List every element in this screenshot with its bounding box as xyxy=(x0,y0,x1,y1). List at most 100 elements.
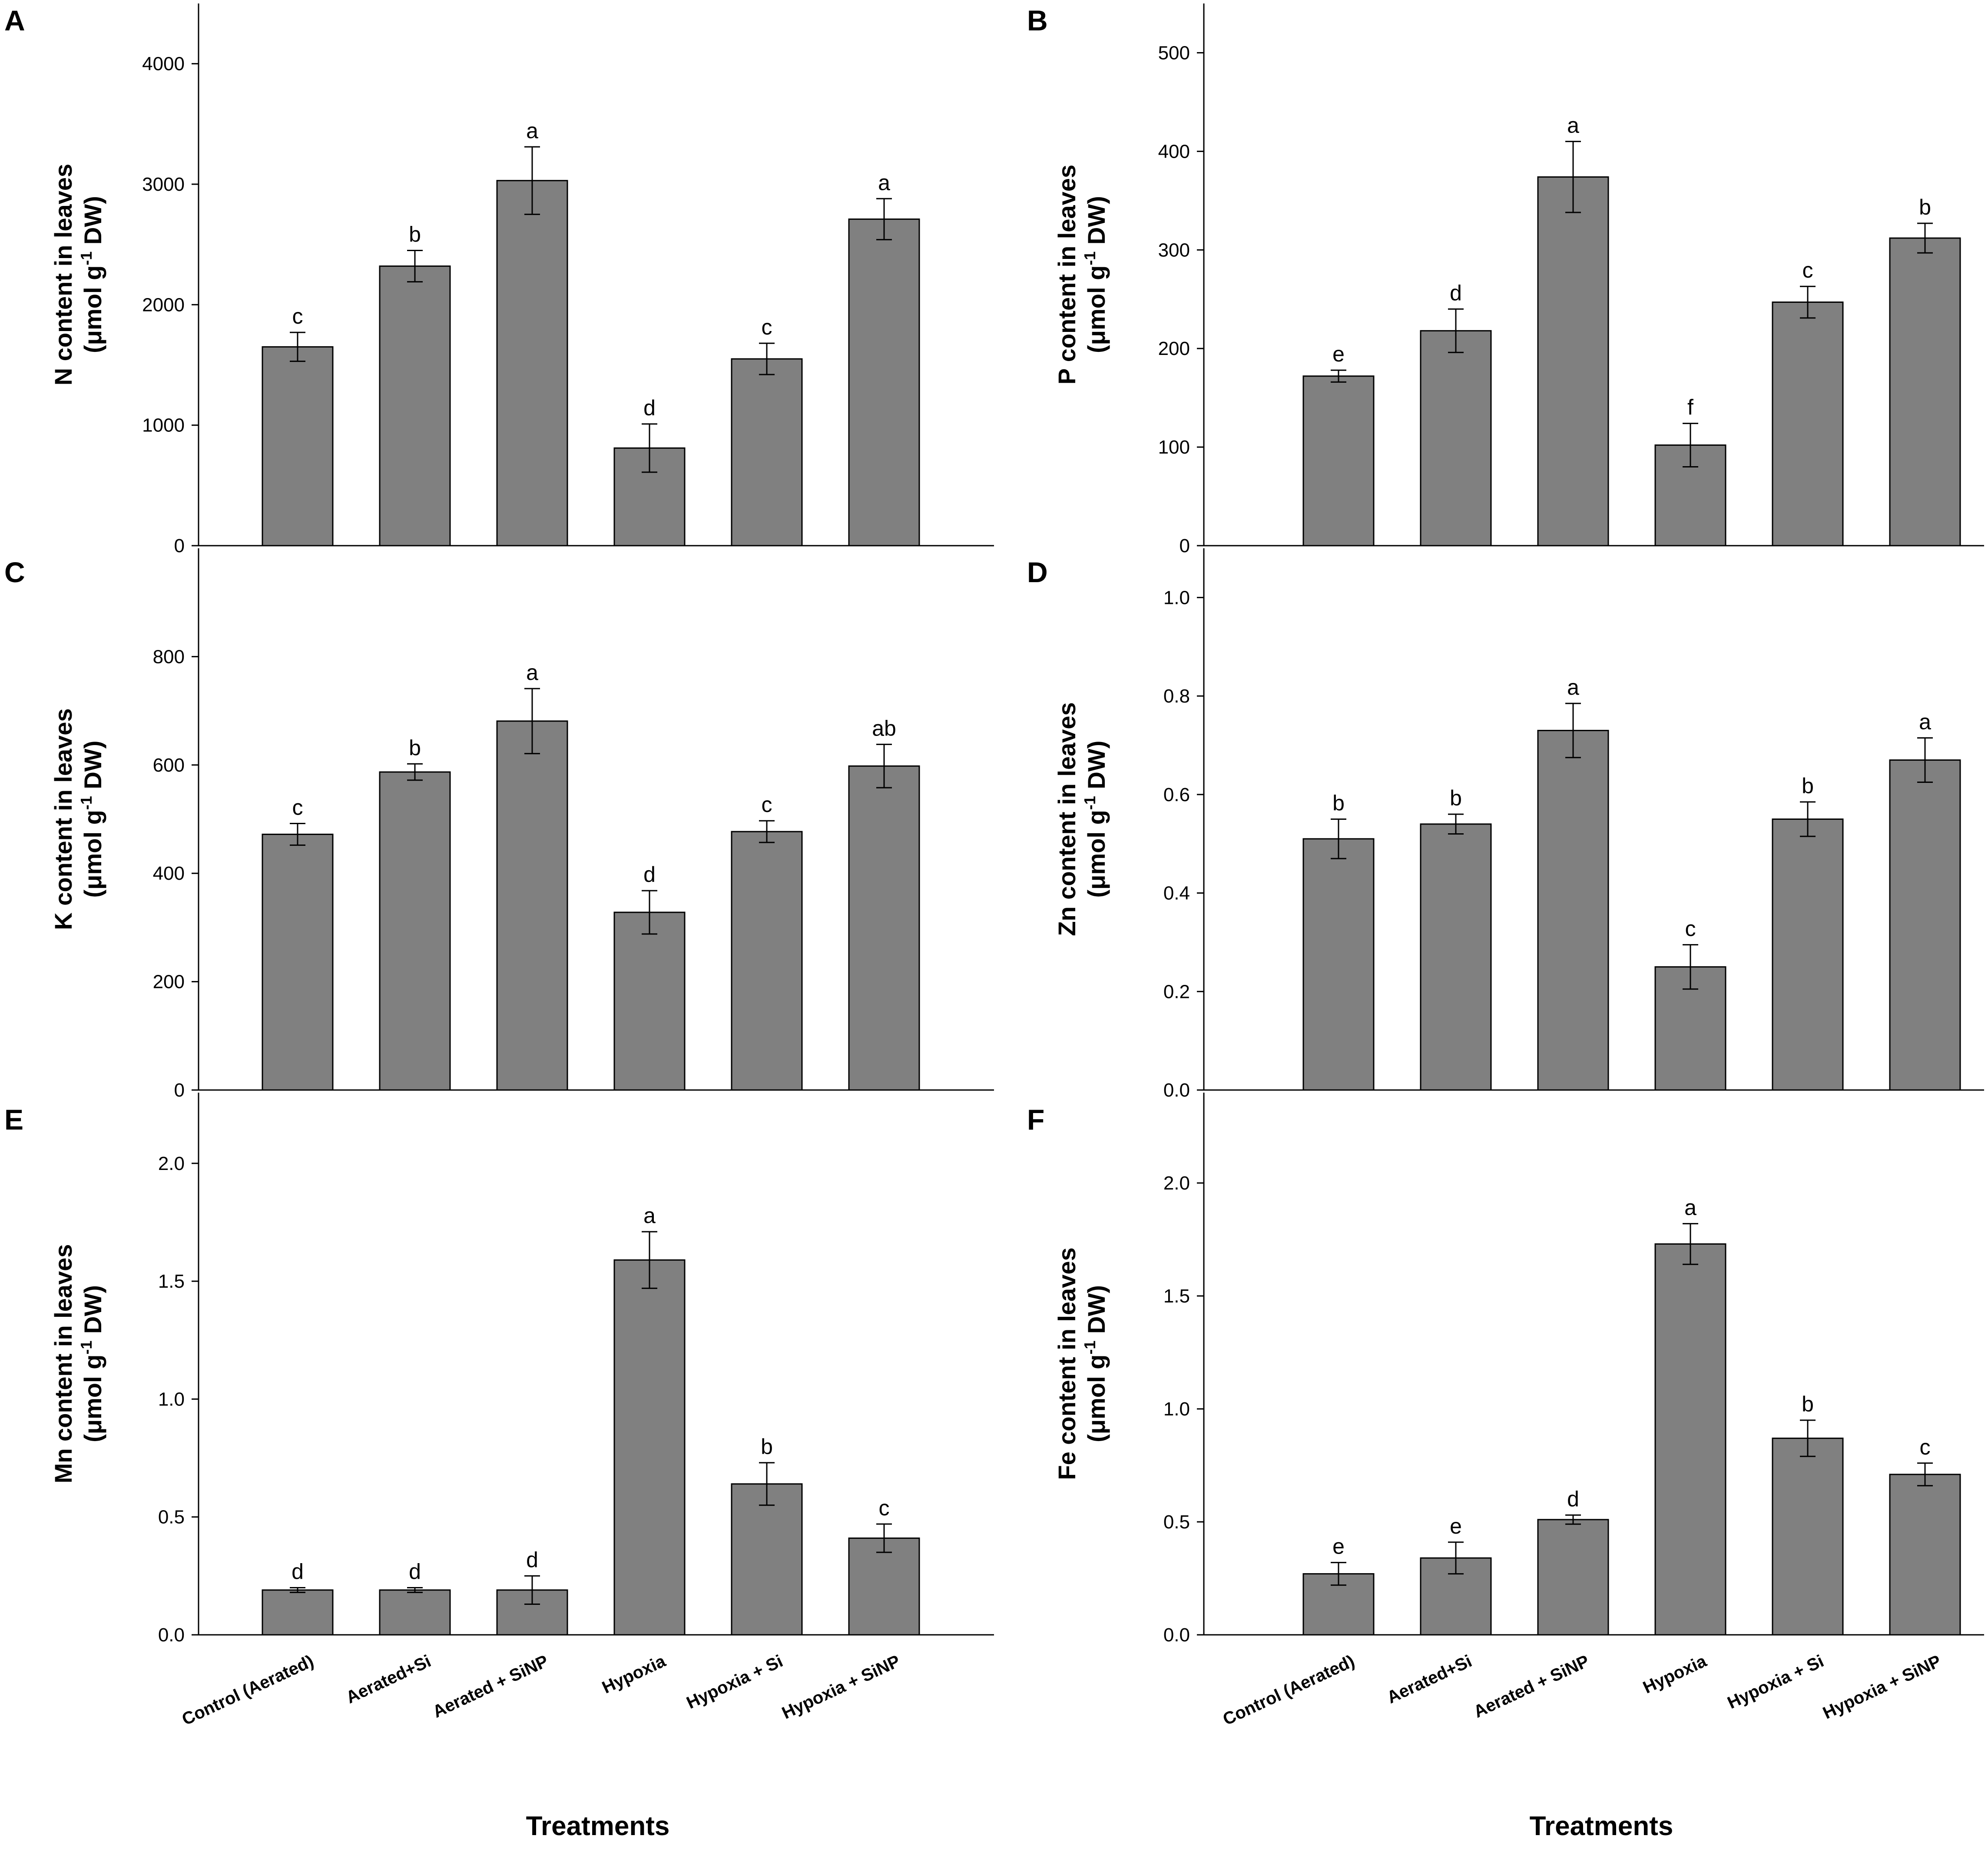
significance-letter: a xyxy=(1567,675,1579,699)
y-tick-label: 0 xyxy=(174,1080,185,1101)
significance-letter: ab xyxy=(872,716,896,740)
y-tick-label: 200 xyxy=(1158,338,1190,359)
y-tick-label: 3000 xyxy=(142,174,185,195)
y-tick-label: 0.5 xyxy=(158,1507,185,1528)
y-tick-label: 1.0 xyxy=(1163,587,1190,608)
panel-letter: B xyxy=(1027,4,1048,36)
significance-letter: c xyxy=(762,315,772,339)
significance-letter: c xyxy=(292,304,303,328)
y-tick-label: 800 xyxy=(153,646,185,667)
category-label: Control (Aerated) xyxy=(179,1651,317,1729)
significance-letter: b xyxy=(761,1435,773,1459)
significance-letter: e xyxy=(1450,1514,1462,1538)
y-tick-label: 1.5 xyxy=(158,1271,185,1292)
significance-letter: c xyxy=(762,792,772,817)
y-tick-label: 2.0 xyxy=(158,1153,185,1174)
panel-letter: C xyxy=(4,556,25,588)
y-tick-label: 200 xyxy=(153,971,185,993)
bar xyxy=(379,1589,451,1636)
significance-letter: e xyxy=(1332,1534,1345,1559)
significance-letter: c xyxy=(1920,1435,1931,1459)
y-axis-title-line2: (μmol g-1 DW) xyxy=(1081,196,1110,353)
significance-letter: c xyxy=(292,795,303,819)
panel-letter: D xyxy=(1027,556,1048,588)
panel-a-chart: A N content in leaves (μmol g-1 DW) 0 1000 20… xyxy=(4,3,994,557)
significance-letter: e xyxy=(1332,342,1345,366)
significance-letter: b xyxy=(1919,195,1931,219)
significance-letter: f xyxy=(1687,395,1693,420)
significance-letter: c xyxy=(1802,258,1813,282)
significance-letter: b xyxy=(409,736,421,760)
category-label: Aerated + SiNP xyxy=(430,1651,551,1722)
y-tick-label: 400 xyxy=(1158,141,1190,162)
bar xyxy=(1889,237,1961,547)
y-tick-label: 2.0 xyxy=(1163,1173,1190,1194)
significance-letter: a xyxy=(1684,1196,1696,1220)
bar xyxy=(1654,1243,1726,1636)
panel-e-chart: E Mn content in leaves (μmol g-1 DW) 0.0 0.5… xyxy=(4,1093,994,1729)
bar xyxy=(496,720,568,1091)
y-tick-label: 2000 xyxy=(142,294,185,315)
y-tick-label: 100 xyxy=(1158,437,1190,458)
bar xyxy=(1772,1438,1844,1636)
y-tick-label: 0.4 xyxy=(1163,883,1190,904)
y-axis-title-line1: Zn content in leaves xyxy=(1053,702,1080,936)
bar xyxy=(1302,375,1375,547)
y-tick-label: 1.5 xyxy=(1163,1286,1190,1307)
bar xyxy=(262,833,334,1091)
bar xyxy=(262,346,334,547)
y-tick-label: 0.5 xyxy=(1163,1511,1190,1533)
bar xyxy=(1889,1474,1961,1636)
y-axis-title-line1: P content in leaves xyxy=(1053,165,1080,384)
significance-letter: d xyxy=(643,396,656,420)
y-tick-label: 1.0 xyxy=(158,1388,185,1410)
category-label: Hypoxia + Si xyxy=(1725,1651,1827,1713)
significance-letter: d xyxy=(643,862,656,887)
significance-letter: b xyxy=(409,222,421,247)
bar xyxy=(613,447,686,547)
category-label: Aerated+Si xyxy=(1384,1651,1475,1707)
bar xyxy=(1420,330,1492,547)
bar xyxy=(1537,729,1609,1091)
significance-letter: a xyxy=(1919,709,1931,734)
bar xyxy=(731,1483,803,1636)
bar xyxy=(379,265,451,547)
bar xyxy=(731,358,803,547)
y-tick-label: 0 xyxy=(1180,535,1190,557)
significance-letter: b xyxy=(1450,786,1462,810)
category-label: Hypoxia xyxy=(1640,1651,1710,1697)
bar xyxy=(1537,176,1609,547)
panel-b-chart: B P content in leaves (μmol g-1 DW) 0 100 200… xyxy=(1027,3,1984,557)
category-label: Hypoxia + Si xyxy=(684,1651,786,1713)
bar xyxy=(613,1259,686,1636)
significance-letter: d xyxy=(292,1559,304,1584)
y-tick-label: 300 xyxy=(1158,239,1190,261)
category-label: Aerated+Si xyxy=(343,1651,434,1707)
category-label: Hypoxia + SiNP xyxy=(779,1651,903,1723)
significance-letter: a xyxy=(643,1203,656,1228)
y-axis-title-line1: Mn content in leaves xyxy=(50,1244,77,1484)
panel-letter: F xyxy=(1027,1103,1044,1136)
y-tick-label: 0.0 xyxy=(158,1624,185,1646)
significance-letter: d xyxy=(1450,281,1462,305)
y-tick-label: 0.6 xyxy=(1163,784,1190,805)
bar xyxy=(613,911,686,1091)
bar xyxy=(1889,759,1961,1091)
y-axis-title-line1: Fe content in leaves xyxy=(1053,1247,1080,1480)
bar xyxy=(848,765,920,1091)
bar xyxy=(262,1589,334,1636)
significance-letter: a xyxy=(526,660,538,685)
y-axis-title-line2: (μmol g-1 DW) xyxy=(77,1285,106,1442)
bar xyxy=(1420,823,1492,1091)
significance-letter: b xyxy=(1332,791,1345,815)
bar xyxy=(379,771,451,1091)
y-tick-label: 1000 xyxy=(142,415,185,436)
x-axis-title-left: Treatments xyxy=(526,1811,670,1841)
significance-letter: d xyxy=(1567,1487,1579,1511)
bar xyxy=(496,180,568,547)
y-tick-label: 500 xyxy=(1158,42,1190,63)
y-tick-label: 0.8 xyxy=(1163,686,1190,707)
y-axis-title-line2: (μmol g-1 DW) xyxy=(1081,1285,1110,1442)
significance-letter: b xyxy=(1802,774,1814,798)
bar xyxy=(731,831,803,1091)
